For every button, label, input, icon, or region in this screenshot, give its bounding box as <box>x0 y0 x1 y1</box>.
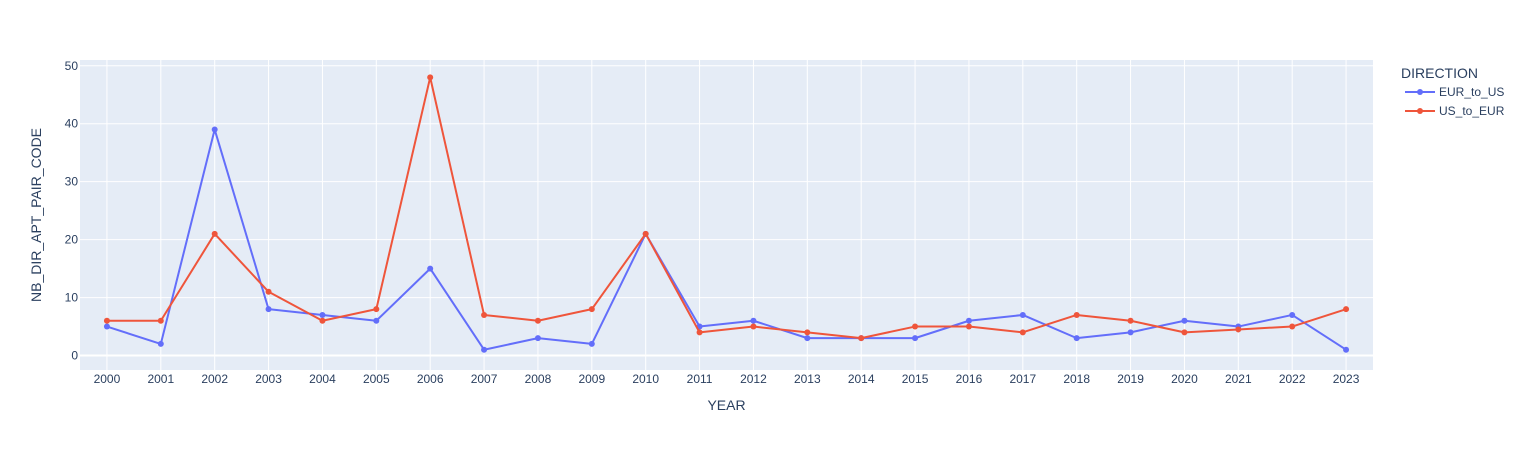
x-tick-label: 2009 <box>578 372 605 386</box>
x-tick-label: 2016 <box>956 372 983 386</box>
data-point[interactable] <box>157 317 164 324</box>
x-tick-label: 2007 <box>471 372 498 386</box>
data-point[interactable] <box>211 230 218 237</box>
data-point[interactable] <box>912 335 919 342</box>
data-point[interactable] <box>965 317 972 324</box>
legend-label: US_to_EUR <box>1439 104 1505 118</box>
x-tick-label: 2006 <box>417 372 444 386</box>
series-layer <box>103 74 1350 353</box>
x-tick-label: 2015 <box>902 372 929 386</box>
x-tick-label: 2004 <box>309 372 336 386</box>
x-tick-label: 2018 <box>1063 372 1090 386</box>
series-line[interactable] <box>106 76 1347 340</box>
legend-label: EUR_to_US <box>1439 85 1504 99</box>
x-tick-label: 2011 <box>687 372 713 386</box>
x-tick-label: 2003 <box>255 372 282 386</box>
data-point[interactable] <box>1127 317 1134 324</box>
data-point[interactable] <box>103 317 110 324</box>
x-tick-label: 2023 <box>1333 372 1360 386</box>
x-tick-label: 2021 <box>1225 372 1252 386</box>
data-point[interactable] <box>1127 329 1134 336</box>
data-point[interactable] <box>804 335 811 342</box>
plot-background <box>80 60 1373 370</box>
data-point[interactable] <box>211 126 218 133</box>
data-point[interactable] <box>1073 311 1080 318</box>
data-point[interactable] <box>696 329 703 336</box>
data-point[interactable] <box>373 306 380 313</box>
data-point[interactable] <box>1019 329 1026 336</box>
data-point[interactable] <box>965 323 972 330</box>
x-tick-label: 2005 <box>363 372 390 386</box>
data-point[interactable] <box>1019 311 1026 318</box>
data-point[interactable] <box>1343 346 1350 353</box>
series-EUR_to_US[interactable] <box>103 126 1350 353</box>
data-point[interactable] <box>858 335 865 342</box>
x-tick-label: 2019 <box>1117 372 1144 386</box>
data-point[interactable] <box>534 317 541 324</box>
data-point[interactable] <box>265 306 272 313</box>
data-point[interactable] <box>534 335 541 342</box>
x-tick-label: 2020 <box>1171 372 1198 386</box>
data-point[interactable] <box>265 288 272 295</box>
y-tick-label: 10 <box>65 291 79 305</box>
x-tick-label: 2002 <box>201 372 228 386</box>
data-point[interactable] <box>1181 329 1188 336</box>
y-tick-label: 20 <box>65 233 79 247</box>
data-point[interactable] <box>1181 317 1188 324</box>
x-tick-label: 2008 <box>525 372 552 386</box>
legend-title: DIRECTION <box>1401 65 1478 81</box>
data-point[interactable] <box>1289 311 1296 318</box>
data-point[interactable] <box>481 346 488 353</box>
data-point[interactable] <box>319 317 326 324</box>
x-tick-label: 2022 <box>1279 372 1306 386</box>
data-point[interactable] <box>319 311 326 318</box>
data-point[interactable] <box>804 329 811 336</box>
x-tick-label: 2001 <box>147 372 174 386</box>
series-line[interactable] <box>106 128 1347 351</box>
data-point[interactable] <box>588 306 595 313</box>
data-point[interactable] <box>1235 326 1242 333</box>
data-point[interactable] <box>750 317 757 324</box>
x-tick-label: 2000 <box>94 372 121 386</box>
legend-marker <box>1417 108 1423 114</box>
x-axis-title: YEAR <box>707 397 745 413</box>
data-point[interactable] <box>1343 306 1350 313</box>
x-axis-ticks: 2000 2001 2002 2003 2004 2005 2006 2007 2008 2009… <box>94 372 1360 386</box>
data-point[interactable] <box>103 323 110 330</box>
legend-item[interactable]: US_to_EUR <box>1405 104 1505 118</box>
data-point[interactable] <box>750 323 757 330</box>
x-tick-label: 2012 <box>740 372 767 386</box>
data-point[interactable] <box>642 230 649 237</box>
y-tick-label: 40 <box>65 117 79 131</box>
data-point[interactable] <box>481 311 488 318</box>
x-tick-label: 2010 <box>632 372 659 386</box>
x-tick-label: 2014 <box>848 372 875 386</box>
data-point[interactable] <box>427 74 434 81</box>
legend-item[interactable]: EUR_to_US <box>1405 85 1504 99</box>
y-axis-title: NB_DIR_APT_PAIR_CODE <box>28 128 44 302</box>
x-tick-label: 2013 <box>794 372 821 386</box>
data-point[interactable] <box>427 265 434 272</box>
y-axis-ticks: 0 10 20 30 40 50 <box>65 59 79 363</box>
data-point[interactable] <box>157 340 164 347</box>
data-point[interactable] <box>912 323 919 330</box>
legend-marker <box>1417 89 1423 95</box>
data-point[interactable] <box>1073 335 1080 342</box>
legend[interactable]: DIRECTION EUR_to_US US_to_EUR <box>1401 65 1505 118</box>
y-tick-label: 30 <box>65 175 79 189</box>
x-tick-label: 2017 <box>1009 372 1036 386</box>
data-point[interactable] <box>588 340 595 347</box>
legend-items[interactable]: EUR_to_US US_to_EUR <box>1405 85 1505 118</box>
data-point[interactable] <box>373 317 380 324</box>
series-US_to_EUR[interactable] <box>103 74 1350 342</box>
y-tick-label: 0 <box>71 349 78 363</box>
y-tick-label: 50 <box>65 59 79 73</box>
data-point[interactable] <box>1289 323 1296 330</box>
